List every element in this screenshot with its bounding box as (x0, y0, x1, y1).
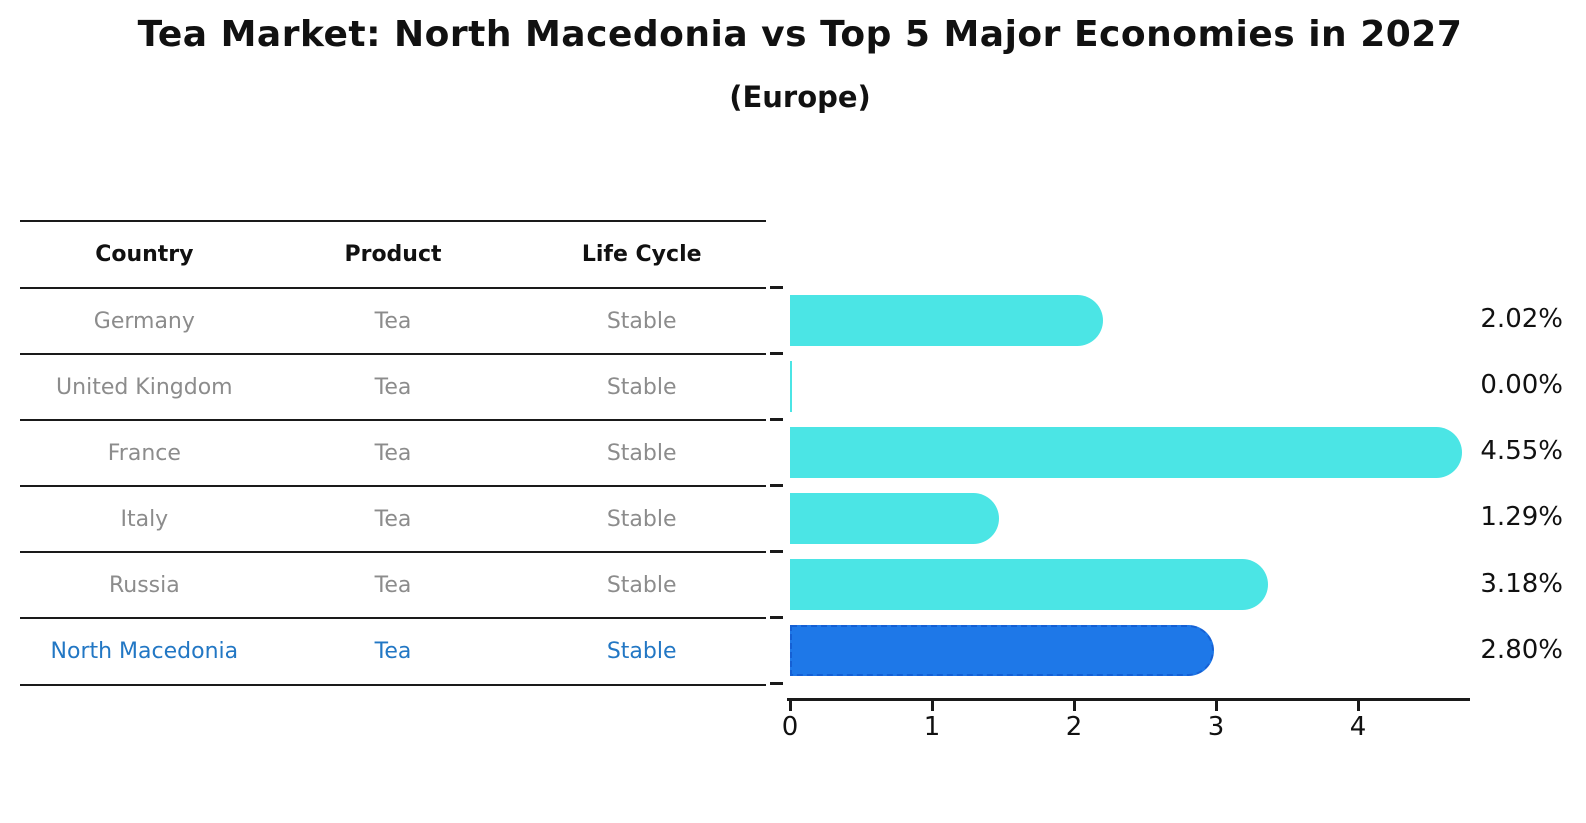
value-label-france: 4.55% (1480, 436, 1563, 467)
table-row-france: France Tea Stable (20, 421, 766, 488)
cell-product: Tea (374, 308, 412, 334)
cell-country: Russia (108, 572, 180, 598)
x-tick (1356, 701, 1360, 711)
y-tick (770, 351, 783, 355)
cell-life-cycle: Stable (606, 506, 677, 532)
value-label-north-macedonia: 2.80% (1480, 634, 1563, 665)
y-tick (770, 483, 783, 487)
x-tick-label: 4 (1349, 712, 1367, 742)
bar-russia (790, 559, 1268, 611)
cell-product: Tea (374, 440, 412, 466)
table-header-country: Country (95, 242, 194, 267)
table-row-united-kingdom: United Kingdom Tea Stable (20, 355, 766, 422)
cell-country: France (107, 440, 181, 466)
y-tick (770, 285, 783, 289)
x-tick-label: 3 (1207, 712, 1225, 742)
cell-product: Tea (374, 639, 412, 665)
value-label-united-kingdom: 0.00% (1480, 370, 1563, 401)
y-tick (770, 550, 783, 554)
x-tick (1214, 701, 1218, 711)
cell-life-cycle: Stable (606, 639, 677, 665)
cell-life-cycle: Stable (606, 308, 677, 334)
y-tick (770, 616, 783, 620)
cell-product: Tea (374, 506, 412, 532)
bar-germany (790, 294, 1103, 346)
cell-country: North Macedonia (50, 639, 239, 665)
y-tick (770, 417, 783, 421)
cell-country: United Kingdom (56, 374, 233, 400)
bar-italy (790, 492, 1000, 544)
cell-life-cycle: Stable (606, 440, 677, 466)
x-tick-label: 1 (923, 712, 941, 742)
cell-life-cycle: Stable (606, 572, 677, 598)
bar-north-macedonia (790, 625, 1214, 677)
table-row-north-macedonia: North Macedonia Tea Stable (20, 619, 766, 686)
table-header-life-cycle: Life Cycle (581, 242, 702, 267)
table-header-product: Product (344, 242, 442, 267)
value-label-russia: 3.18% (1480, 568, 1563, 599)
table-row-italy: Italy Tea Stable (20, 487, 766, 554)
bar-united-kingdom (790, 360, 792, 412)
value-label-germany: 2.02% (1480, 304, 1563, 335)
x-axis-line (787, 698, 1470, 701)
x-tick-label: 2 (1065, 712, 1083, 742)
cell-life-cycle: Stable (606, 374, 677, 400)
cell-country: Germany (93, 308, 195, 334)
cell-product: Tea (374, 572, 412, 598)
x-tick (788, 701, 792, 711)
bar-france (790, 426, 1463, 478)
table-row-germany: Germany Tea Stable (20, 289, 766, 356)
table-row-russia: Russia Tea Stable (20, 553, 766, 620)
table-header-row: Country Product Life Cycle (20, 222, 766, 289)
x-tick-label: 0 (781, 712, 799, 742)
value-label-italy: 1.29% (1480, 502, 1563, 533)
chart-title: Tea Market: North Macedonia vs Top 5 Maj… (137, 14, 1463, 55)
comparison-table: Country Product Life Cycle Germany Tea Stable… (20, 220, 766, 686)
chart-subtitle: (Europe) (729, 80, 871, 114)
x-tick (1072, 701, 1076, 711)
x-tick (930, 701, 934, 711)
cell-country: Italy (120, 506, 169, 532)
y-tick (770, 682, 783, 686)
cell-product: Tea (374, 374, 412, 400)
